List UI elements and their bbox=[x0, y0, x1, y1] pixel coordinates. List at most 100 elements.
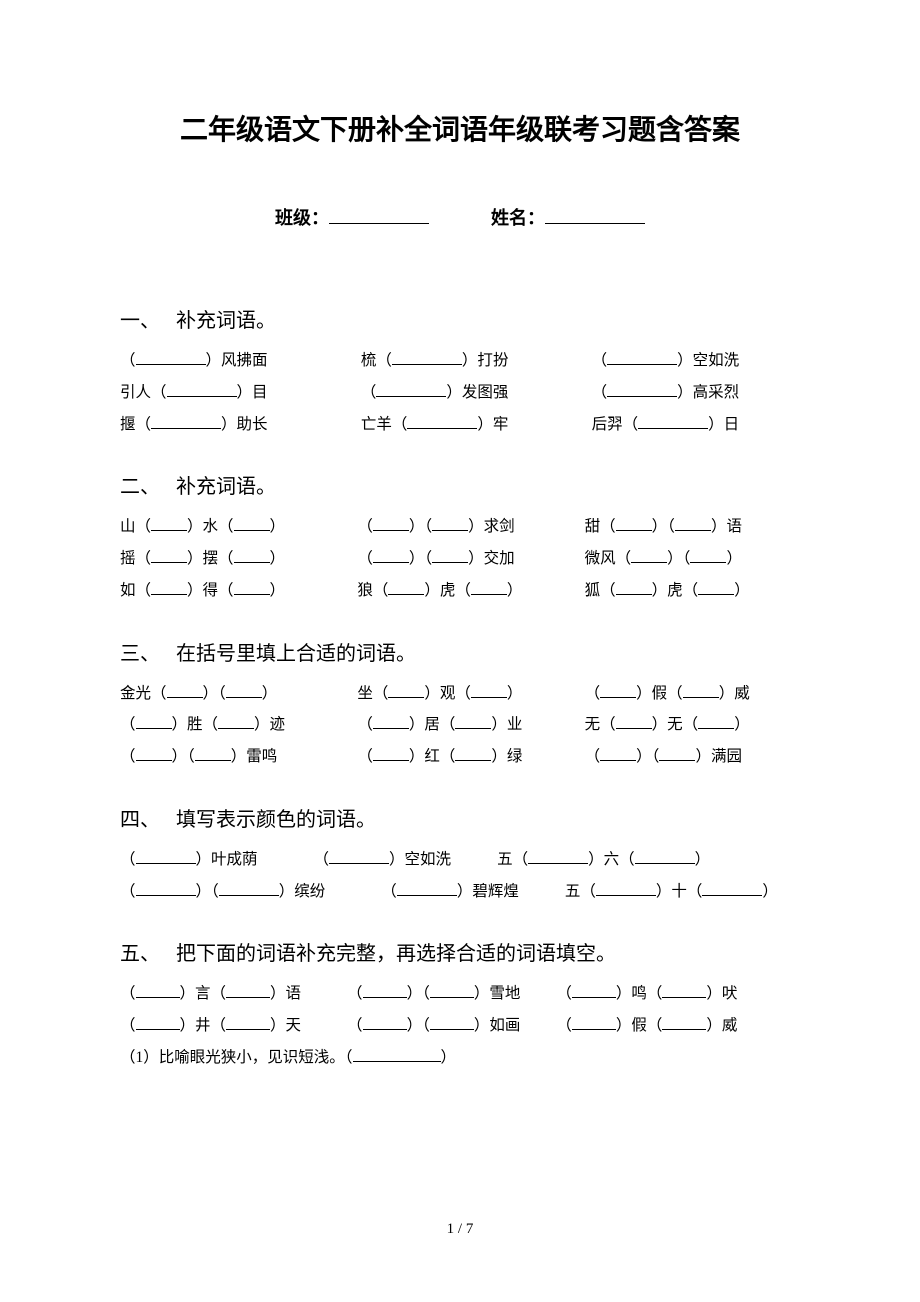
blank[interactable] bbox=[698, 579, 734, 595]
blank[interactable] bbox=[373, 547, 409, 563]
blank[interactable] bbox=[600, 745, 636, 761]
item: （）假（）威 bbox=[573, 678, 800, 710]
blank[interactable] bbox=[659, 745, 695, 761]
blank[interactable] bbox=[392, 349, 462, 365]
blank[interactable] bbox=[616, 515, 652, 531]
item: （）居（）业 bbox=[335, 709, 572, 741]
blank[interactable] bbox=[136, 982, 180, 998]
blank[interactable] bbox=[607, 349, 677, 365]
blank[interactable] bbox=[136, 745, 172, 761]
blank[interactable] bbox=[430, 1014, 474, 1030]
blank[interactable] bbox=[430, 982, 474, 998]
item: （）空如洗 bbox=[580, 345, 800, 377]
blank[interactable] bbox=[690, 547, 726, 563]
table-row: 金光（）（） 坐（）观（） （）假（）威 bbox=[120, 678, 800, 710]
blank[interactable] bbox=[698, 713, 734, 729]
item: 五（）六（） bbox=[485, 844, 710, 876]
section-3-num: 三、 bbox=[120, 637, 176, 666]
blank[interactable] bbox=[136, 848, 196, 864]
blank[interactable] bbox=[675, 515, 711, 531]
blank[interactable] bbox=[373, 713, 409, 729]
blank[interactable] bbox=[151, 413, 221, 429]
blank[interactable] bbox=[635, 848, 695, 864]
blank[interactable] bbox=[363, 1014, 407, 1030]
table-row: 山（）水（） （）（）求剑 甜（）（）语 bbox=[120, 511, 800, 543]
blank[interactable] bbox=[136, 880, 196, 896]
blank[interactable] bbox=[662, 982, 706, 998]
blank[interactable] bbox=[607, 381, 677, 397]
item: 金光（）（） bbox=[120, 678, 335, 710]
section-2-body: 山（）水（） （）（）求剑 甜（）（）语 摇（）摆（） （）（）交加 微风（）（… bbox=[120, 511, 800, 606]
blank[interactable] bbox=[616, 579, 652, 595]
blank[interactable] bbox=[219, 880, 279, 896]
blank[interactable] bbox=[702, 880, 762, 896]
item: （）红（）绿 bbox=[335, 741, 572, 773]
blank[interactable] bbox=[471, 579, 507, 595]
blank[interactable] bbox=[572, 982, 616, 998]
blank[interactable] bbox=[195, 745, 231, 761]
class-label: 班级： bbox=[275, 208, 329, 228]
blank[interactable] bbox=[373, 745, 409, 761]
blank[interactable] bbox=[218, 713, 254, 729]
blank[interactable] bbox=[572, 1014, 616, 1030]
blank[interactable] bbox=[353, 1046, 441, 1062]
blank[interactable] bbox=[329, 848, 389, 864]
item: （）高采烈 bbox=[580, 377, 800, 409]
blank[interactable] bbox=[662, 1014, 706, 1030]
item: （）叶成荫 bbox=[120, 844, 258, 876]
item: （）（）雪地 bbox=[325, 978, 520, 1010]
blank[interactable] bbox=[151, 547, 187, 563]
name-label: 姓名： bbox=[491, 208, 545, 228]
table-row: （）胜（）迹 （）居（）业 无（）无（） bbox=[120, 709, 800, 741]
blank[interactable] bbox=[455, 713, 491, 729]
blank[interactable] bbox=[596, 880, 656, 896]
blank[interactable] bbox=[388, 579, 424, 595]
blank[interactable] bbox=[226, 682, 262, 698]
item: 引人（）目 bbox=[120, 377, 339, 409]
name-blank[interactable] bbox=[545, 208, 645, 224]
section-1-title: 补充词语。 bbox=[176, 310, 276, 332]
section-4-body: （）叶成荫 （）空如洗 五（）六（） （）（）缤纷 （）碧辉煌 五（）十（） bbox=[120, 844, 800, 908]
blank[interactable] bbox=[528, 848, 588, 864]
blank[interactable] bbox=[683, 682, 719, 698]
blank[interactable] bbox=[432, 547, 468, 563]
blank[interactable] bbox=[234, 547, 270, 563]
table-row: （）风拂面 梳（）打扮 （）空如洗 bbox=[120, 345, 800, 377]
blank[interactable] bbox=[471, 682, 507, 698]
blank[interactable] bbox=[631, 547, 667, 563]
item: （）（）雷鸣 bbox=[120, 741, 335, 773]
blank[interactable] bbox=[151, 579, 187, 595]
blank[interactable] bbox=[226, 982, 270, 998]
blank[interactable] bbox=[234, 579, 270, 595]
blank[interactable] bbox=[151, 515, 187, 531]
class-blank[interactable] bbox=[329, 208, 429, 224]
section-5-title: 把下面的词语补充完整，再选择合适的词语填空。 bbox=[176, 943, 616, 965]
blank[interactable] bbox=[388, 682, 424, 698]
blank[interactable] bbox=[167, 381, 237, 397]
blank[interactable] bbox=[167, 682, 203, 698]
blank[interactable] bbox=[226, 1014, 270, 1030]
blank[interactable] bbox=[600, 682, 636, 698]
blank[interactable] bbox=[234, 515, 270, 531]
table-row: （）井（）天 （）（）如画 （）假（）威 bbox=[120, 1010, 800, 1042]
blank[interactable] bbox=[376, 381, 446, 397]
item: （）发图强 bbox=[339, 377, 580, 409]
item: （）（）缤纷 bbox=[120, 876, 325, 908]
blank[interactable] bbox=[136, 349, 206, 365]
blank[interactable] bbox=[616, 713, 652, 729]
blank[interactable] bbox=[136, 713, 172, 729]
blank[interactable] bbox=[455, 745, 491, 761]
section-3-body: 金光（）（） 坐（）观（） （）假（）威 （）胜（）迹 （）居（）业 无（）无（… bbox=[120, 678, 800, 773]
blank[interactable] bbox=[432, 515, 468, 531]
blank[interactable] bbox=[638, 413, 708, 429]
blank[interactable] bbox=[363, 982, 407, 998]
table-row: 摇（）摆（） （）（）交加 微风（）（） bbox=[120, 543, 800, 575]
blank[interactable] bbox=[397, 880, 457, 896]
blank[interactable] bbox=[136, 1014, 180, 1030]
item: 摇（）摆（） bbox=[120, 543, 335, 575]
item: 狐（）虎（） bbox=[573, 575, 800, 607]
item: 甜（）（）语 bbox=[573, 511, 800, 543]
section-1-heading: 一、补充词语。 bbox=[120, 304, 800, 333]
blank[interactable] bbox=[373, 515, 409, 531]
blank[interactable] bbox=[407, 413, 477, 429]
